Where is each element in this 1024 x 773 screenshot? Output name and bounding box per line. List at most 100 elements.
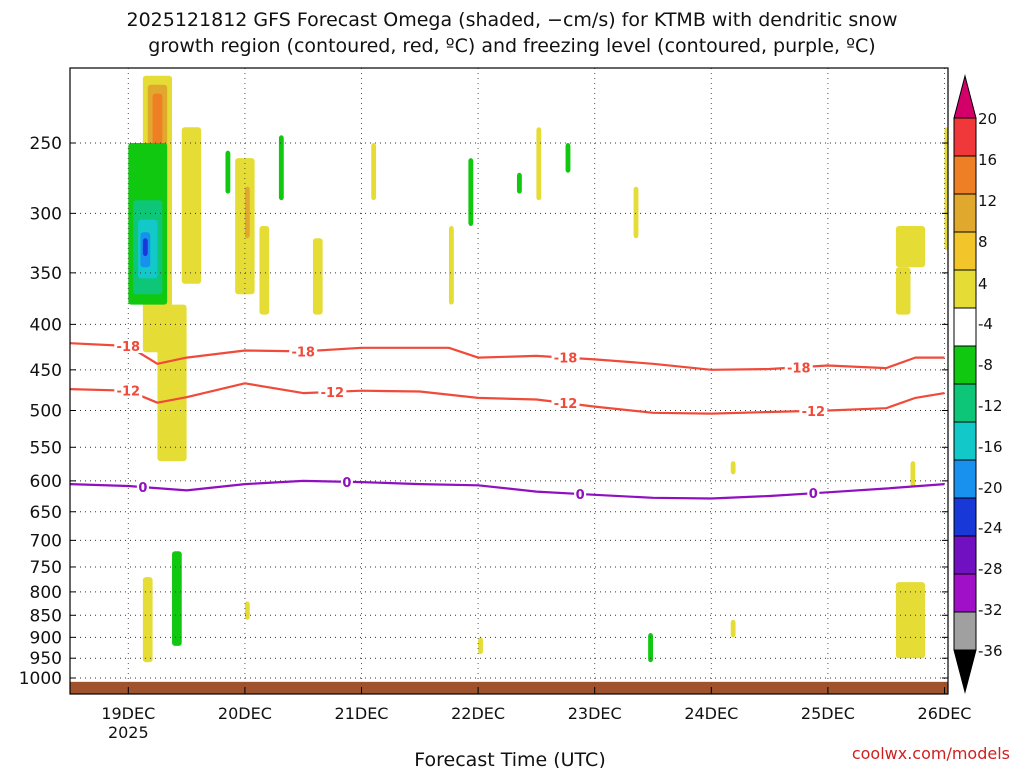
omega-area xyxy=(259,226,270,315)
omega-area xyxy=(312,238,323,315)
omega-area xyxy=(910,461,916,488)
contour-label-bg xyxy=(114,383,143,398)
colorbar-bin xyxy=(953,193,977,233)
y-tick-label: 750 xyxy=(30,558,62,578)
colorbar-label: -20 xyxy=(978,479,1003,497)
colorbar-bin xyxy=(953,573,977,613)
colorbar-label: 12 xyxy=(978,192,997,210)
omega-area xyxy=(225,150,231,194)
omega-area xyxy=(278,135,284,201)
contour-label: 0 xyxy=(576,488,585,503)
chart-title-line-2: growth region (contoured, red, ºC) and f… xyxy=(148,35,875,57)
y-axis: 2503003504004505005506006507007508008509… xyxy=(19,134,948,689)
colorbar-label: 4 xyxy=(978,275,988,293)
omega-shading-layer xyxy=(128,75,948,663)
colorbar: 20 16 12 8 4 -4 -8 -12 -16 -20 -24 -28 -32 -36 xyxy=(953,74,1003,694)
chart-title-line-1: 2025121812 GFS Forecast Omega (shaded, −… xyxy=(126,9,897,31)
contour-line xyxy=(69,382,945,415)
omega-area xyxy=(730,461,736,475)
omega-area xyxy=(895,267,911,315)
x-tick-label: 25DEC xyxy=(801,704,855,723)
y-tick-label: 300 xyxy=(30,204,62,224)
omega-area xyxy=(142,577,153,663)
omega-area xyxy=(181,127,202,284)
contour-label: -12 xyxy=(117,385,141,400)
y-tick-label: 600 xyxy=(30,472,62,492)
x-axis-title: Forecast Time (UTC) xyxy=(414,749,605,768)
omega-area xyxy=(157,304,187,462)
y-tick-label: 1000 xyxy=(19,669,62,689)
x-tick-label: 20DEC xyxy=(218,704,272,723)
colorbar-label: -12 xyxy=(978,397,1003,415)
omega-area xyxy=(730,619,736,638)
colorbar-bin xyxy=(953,383,977,423)
y-tick-label: 350 xyxy=(30,264,62,284)
contour-label: -12 xyxy=(802,405,826,420)
colorbar-label: -4 xyxy=(978,315,993,333)
contour-label: -18 xyxy=(787,361,811,376)
colorbar-bin xyxy=(953,155,977,195)
terrain-layer xyxy=(70,681,948,694)
omega-area xyxy=(565,143,571,173)
colorbar-bin xyxy=(953,231,977,271)
colorbar-bin xyxy=(953,535,977,575)
omega-area xyxy=(478,637,483,655)
contour-label: -12 xyxy=(321,386,345,401)
contour-label: 0 xyxy=(138,481,147,496)
omega-area xyxy=(142,238,148,256)
colorbar-bin xyxy=(953,345,977,385)
colorbar-label: -28 xyxy=(978,560,1003,578)
y-tick-label: 650 xyxy=(30,503,62,523)
colorbar-bin xyxy=(953,459,977,499)
contour-label: -18 xyxy=(291,345,315,360)
x-tick-sublabel: 2025 xyxy=(108,723,149,742)
x-tick-label: 22DEC xyxy=(451,704,505,723)
contour-label-bg xyxy=(340,474,353,489)
contour-line xyxy=(69,479,945,500)
contour-label-bg xyxy=(784,360,813,375)
colorbar-label: -8 xyxy=(978,356,993,374)
colorbar-label: 20 xyxy=(978,110,997,128)
omega-area xyxy=(895,582,926,659)
contour-label: -18 xyxy=(554,352,578,367)
colorbar-bottom-arrow xyxy=(953,649,977,694)
contour-label: 0 xyxy=(342,476,351,491)
y-tick-label: 450 xyxy=(30,361,62,381)
contour-layer: -18 -18 -18 -18 -12 -12 -12 -12 0 0 0 0 xyxy=(69,338,945,503)
contour-label-bg xyxy=(289,344,318,359)
x-tick-label: 26DEC xyxy=(918,704,972,723)
colorbar-label: -32 xyxy=(978,601,1003,619)
x-tick-label: 23DEC xyxy=(568,704,622,723)
omega-area xyxy=(648,633,653,663)
omega-area xyxy=(244,186,250,239)
y-tick-label: 250 xyxy=(30,134,62,154)
contour-line xyxy=(69,342,945,371)
contour-label-bg xyxy=(799,403,828,418)
omega-area xyxy=(172,551,182,646)
contour-label: -18 xyxy=(117,340,141,355)
colorbar-bin xyxy=(953,497,977,537)
y-tick-label: 950 xyxy=(30,649,62,669)
y-tick-label: 550 xyxy=(30,438,62,458)
omega-area xyxy=(371,143,377,201)
y-tick-label: 850 xyxy=(30,606,62,626)
colorbar-label: -36 xyxy=(978,642,1003,660)
contour-label-bg xyxy=(114,338,143,353)
omega-area xyxy=(468,158,474,227)
omega-area xyxy=(944,127,948,251)
x-tick-label: 19DEC xyxy=(101,704,155,723)
y-tick-label: 500 xyxy=(30,402,62,422)
y-tick-label: 900 xyxy=(30,628,62,648)
colorbar-bin xyxy=(953,117,977,157)
colorbar-bin xyxy=(953,421,977,461)
colorbar-bin xyxy=(953,307,977,347)
contour-label-bg xyxy=(807,486,820,501)
y-tick-label: 800 xyxy=(30,583,62,603)
x-tick-label: 24DEC xyxy=(684,704,738,723)
omega-area xyxy=(244,601,250,620)
x-tick-label: 21DEC xyxy=(335,704,389,723)
colorbar-label: -16 xyxy=(978,438,1003,456)
